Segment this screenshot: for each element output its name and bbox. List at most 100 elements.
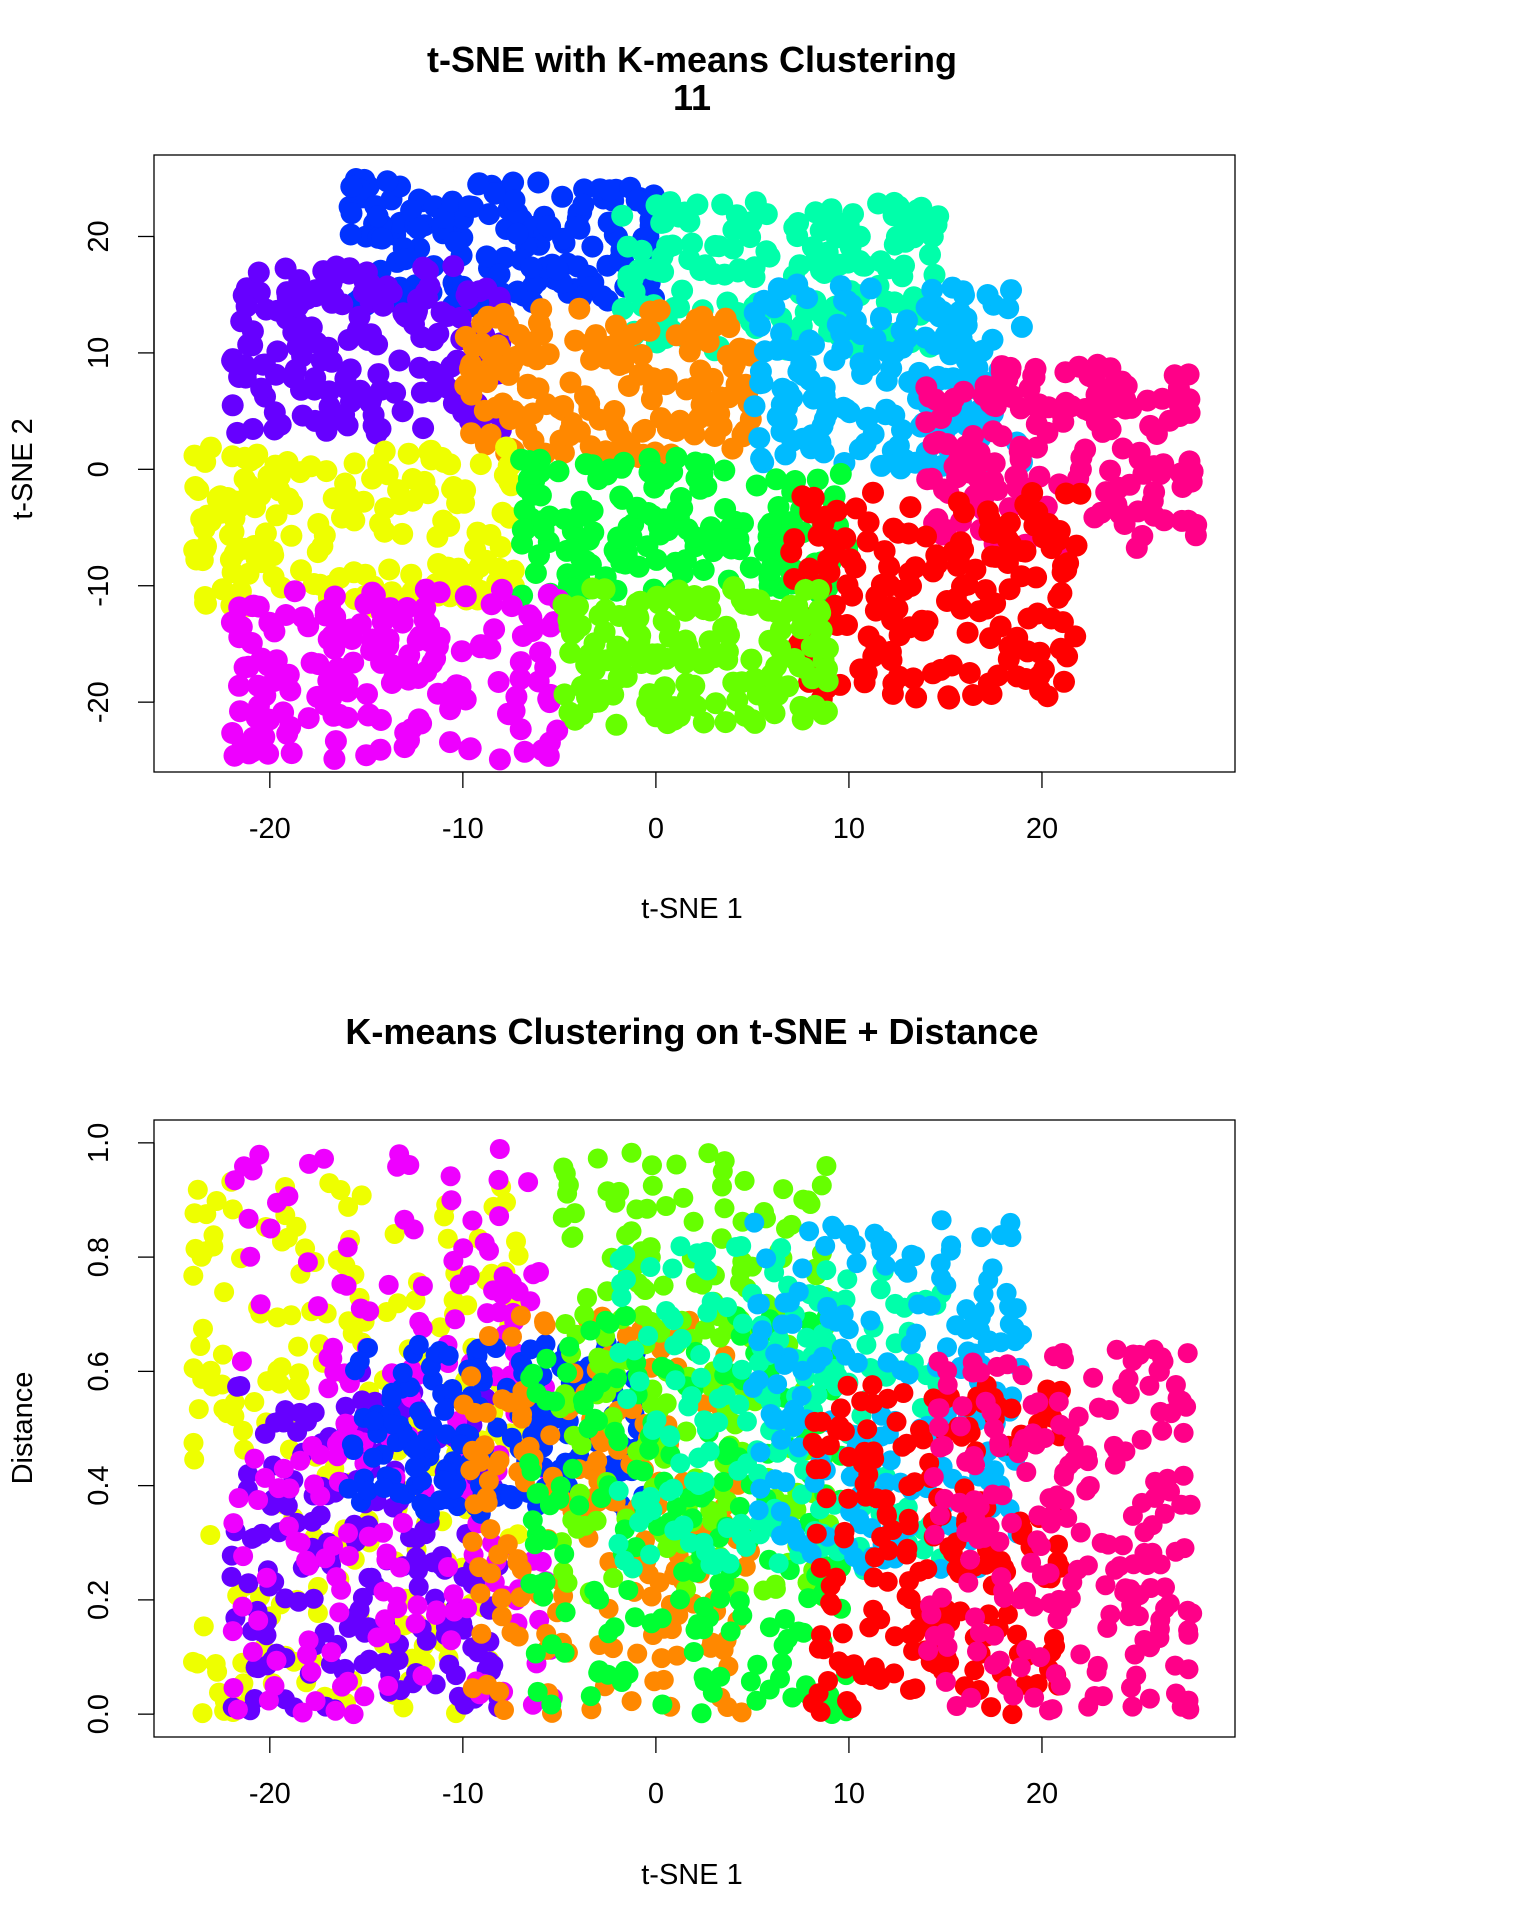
data-point <box>768 1553 789 1574</box>
data-point <box>734 1170 755 1191</box>
data-point <box>266 340 289 363</box>
data-point <box>273 1458 294 1479</box>
data-point <box>302 1511 323 1532</box>
data-point <box>224 1170 245 1191</box>
data-point <box>1044 1346 1064 1367</box>
data-point <box>1174 1538 1195 1559</box>
data-point <box>303 1588 324 1609</box>
data-point <box>1105 493 1128 516</box>
data-point <box>859 277 882 300</box>
data-point <box>898 1515 919 1536</box>
y-tick-label: 10 <box>83 337 115 369</box>
data-point <box>607 1368 627 1389</box>
x-tick-label: 0 <box>648 813 664 845</box>
data-point <box>1106 1339 1127 1360</box>
data-point <box>941 276 964 299</box>
data-point <box>698 1143 719 1164</box>
data-point <box>674 652 696 674</box>
data-point <box>461 563 484 586</box>
data-point <box>830 1398 851 1419</box>
data-point <box>635 1280 656 1300</box>
data-point <box>816 402 839 425</box>
data-point <box>893 1383 914 1403</box>
data-point <box>835 398 858 421</box>
data-point <box>466 521 489 544</box>
data-point <box>1006 465 1028 487</box>
data-point <box>962 684 985 706</box>
data-point <box>1001 385 1023 408</box>
data-point <box>739 226 762 249</box>
y-tick-label: 0.4 <box>83 1465 115 1505</box>
data-point <box>422 329 445 352</box>
data-point <box>557 1362 577 1383</box>
data-point <box>712 1352 733 1373</box>
data-point <box>1047 1609 1068 1630</box>
data-point <box>1050 1488 1071 1509</box>
data-point <box>574 453 597 476</box>
data-point <box>310 349 333 372</box>
data-point <box>244 1392 265 1412</box>
data-point <box>981 328 1004 351</box>
data-point <box>529 1262 549 1282</box>
data-point <box>248 1610 269 1631</box>
x-tick-label: 10 <box>833 1778 865 1810</box>
data-point <box>684 451 707 474</box>
data-point <box>641 1613 662 1634</box>
data-point <box>870 573 893 596</box>
data-point <box>599 1313 620 1334</box>
data-point <box>508 1626 529 1647</box>
data-point <box>416 287 439 310</box>
data-point <box>391 522 414 545</box>
data-point <box>570 675 593 698</box>
data-point <box>750 1478 771 1499</box>
data-point <box>591 1372 612 1393</box>
data-point <box>593 578 616 601</box>
data-point <box>763 296 786 319</box>
data-point <box>1051 611 1074 634</box>
data-point <box>361 467 384 490</box>
data-point <box>329 261 352 284</box>
data-point <box>502 1326 522 1347</box>
data-point <box>832 1623 853 1644</box>
data-point <box>553 1157 574 1178</box>
data-point <box>1112 1535 1133 1556</box>
data-point <box>703 1555 724 1575</box>
data-point <box>883 341 906 364</box>
data-point <box>686 193 709 216</box>
data-point <box>693 1667 714 1688</box>
data-point <box>297 1411 317 1432</box>
data-point <box>518 1172 539 1193</box>
data-point <box>857 625 880 648</box>
data-point <box>211 578 234 601</box>
data-point <box>857 1419 878 1440</box>
data-point <box>810 1557 831 1578</box>
data-point <box>889 457 912 480</box>
data-point <box>1177 363 1200 386</box>
data-point <box>360 323 382 346</box>
data-point <box>226 421 249 444</box>
data-point <box>989 1650 1010 1671</box>
data-point <box>683 1211 704 1232</box>
data-point <box>363 1410 384 1431</box>
data-point <box>748 1463 769 1484</box>
data-point <box>441 190 464 213</box>
data-point <box>460 422 483 445</box>
data-point <box>615 665 638 688</box>
data-point <box>536 1348 557 1369</box>
data-point <box>1068 1406 1089 1427</box>
data-point <box>441 1630 462 1651</box>
data-point <box>676 1421 697 1442</box>
data-point <box>924 1524 945 1545</box>
data-point <box>866 1488 887 1509</box>
data-point <box>207 1661 228 1682</box>
data-point <box>798 329 821 352</box>
data-point <box>340 628 363 650</box>
data-point <box>1161 1403 1182 1424</box>
data-point <box>837 214 860 237</box>
data-point <box>1065 534 1088 557</box>
data-point <box>815 1235 836 1256</box>
data-point <box>1010 315 1033 338</box>
data-point <box>808 1683 829 1704</box>
data-point <box>892 1436 913 1457</box>
data-point <box>921 278 944 301</box>
